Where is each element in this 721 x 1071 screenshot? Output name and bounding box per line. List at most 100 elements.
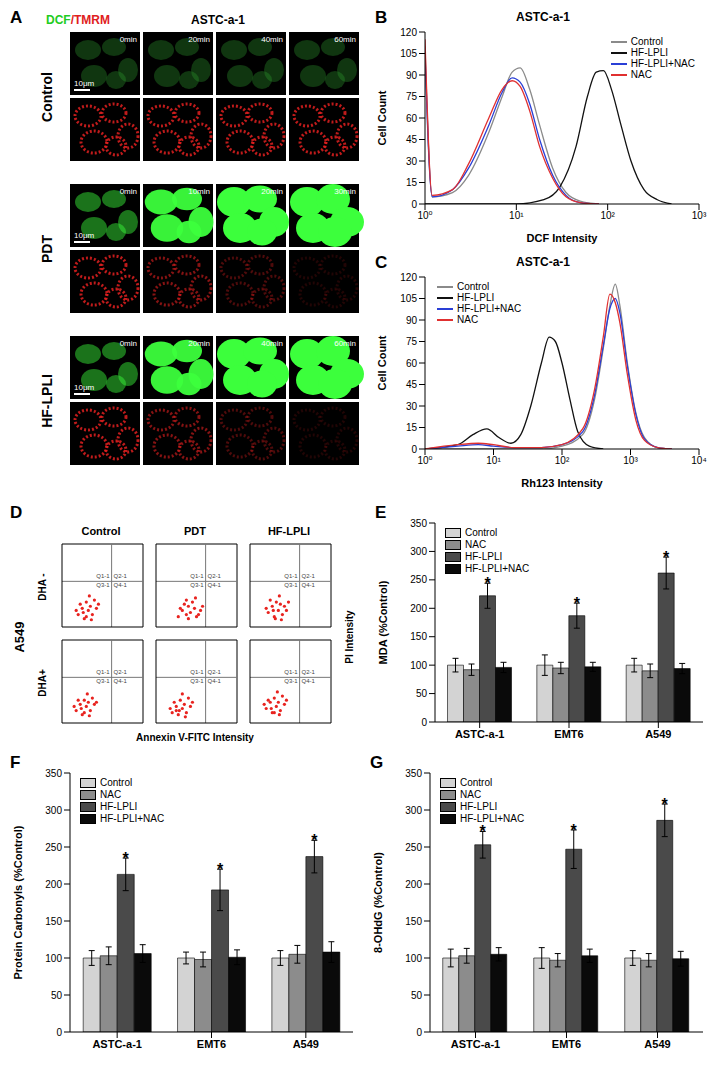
- svg-text:8-OHdG (%Control): 8-OHdG (%Control): [372, 852, 384, 953]
- svg-text:10⁰: 10⁰: [417, 455, 432, 466]
- svg-text:150: 150: [45, 916, 62, 927]
- svg-text:300: 300: [45, 805, 62, 816]
- svg-text:0: 0: [411, 444, 417, 455]
- svg-text:EMT6: EMT6: [552, 1038, 581, 1050]
- svg-text:45: 45: [406, 134, 418, 145]
- svg-text:DCF/TMRM: DCF/TMRM: [46, 13, 110, 27]
- svg-text:0: 0: [416, 1027, 422, 1038]
- svg-text:Protein Carbonyls (%Control): Protein Carbonyls (%Control): [12, 825, 24, 979]
- svg-text:10³: 10³: [623, 455, 638, 466]
- svg-text:PDT: PDT: [184, 525, 206, 537]
- svg-text:150: 150: [410, 631, 427, 642]
- svg-text:EMT6: EMT6: [554, 728, 583, 740]
- svg-text:15: 15: [406, 177, 418, 188]
- svg-text:30: 30: [406, 401, 418, 412]
- svg-text:20min: 20min: [261, 187, 283, 196]
- svg-text:105: 105: [400, 293, 417, 304]
- svg-text:250: 250: [410, 574, 427, 585]
- svg-text:*: *: [217, 861, 224, 878]
- svg-text:50: 50: [416, 688, 428, 699]
- svg-text:0min: 0min: [120, 35, 137, 44]
- svg-text:90: 90: [406, 315, 418, 326]
- svg-text:Cell Count: Cell Count: [376, 335, 388, 390]
- svg-text:60: 60: [406, 113, 418, 124]
- svg-text:45: 45: [406, 379, 418, 390]
- svg-text:350: 350: [410, 518, 427, 529]
- svg-text:DHA -: DHA -: [37, 573, 48, 600]
- svg-text:*: *: [663, 549, 670, 566]
- svg-text:0: 0: [56, 1027, 62, 1038]
- svg-text:90: 90: [406, 70, 418, 81]
- svg-text:10⁴: 10⁴: [691, 455, 706, 466]
- svg-text:250: 250: [45, 842, 62, 853]
- svg-text:200: 200: [45, 879, 62, 890]
- svg-text:*: *: [571, 822, 578, 839]
- svg-text:Control: Control: [39, 72, 55, 122]
- svg-text:ASTC-a-1: ASTC-a-1: [455, 728, 505, 740]
- svg-text:Cell Count: Cell Count: [376, 90, 388, 145]
- svg-text:60: 60: [406, 358, 418, 369]
- svg-text:EMT6: EMT6: [197, 1038, 226, 1050]
- svg-text:*: *: [662, 796, 669, 813]
- svg-text:200: 200: [410, 603, 427, 614]
- svg-text:40min: 40min: [261, 339, 283, 348]
- svg-text:MDA (%Control): MDA (%Control): [377, 580, 389, 664]
- svg-text:ASTC-a-1: ASTC-a-1: [92, 1038, 142, 1050]
- svg-text:30min: 30min: [334, 187, 356, 196]
- svg-text:300: 300: [410, 546, 427, 557]
- svg-text:60min: 60min: [334, 35, 356, 44]
- svg-text:350: 350: [45, 768, 62, 779]
- svg-text:10²: 10²: [600, 210, 615, 221]
- svg-text:10⁰: 10⁰: [417, 210, 432, 221]
- svg-text:300: 300: [405, 805, 422, 816]
- svg-text:Annexin V-FITC Intensity: Annexin V-FITC Intensity: [136, 732, 254, 743]
- svg-text:10min: 10min: [188, 187, 210, 196]
- svg-text:0: 0: [411, 199, 417, 210]
- svg-text:10μm: 10μm: [74, 79, 95, 88]
- svg-text:*: *: [574, 595, 581, 612]
- svg-text:10³: 10³: [692, 210, 707, 221]
- svg-text:10¹: 10¹: [509, 210, 524, 221]
- svg-text:*: *: [480, 823, 487, 840]
- svg-text:ASTC-a-1: ASTC-a-1: [191, 13, 245, 27]
- svg-text:A549: A549: [12, 621, 27, 652]
- svg-text:105: 105: [400, 48, 417, 59]
- svg-text:Rh123 Intensity: Rh123 Intensity: [521, 477, 603, 489]
- svg-text:75: 75: [406, 91, 418, 102]
- svg-text:ASTC-a-1: ASTC-a-1: [451, 1038, 501, 1050]
- svg-text:DHA+: DHA+: [37, 669, 48, 697]
- svg-text:100: 100: [410, 660, 427, 671]
- svg-text:10μm: 10μm: [74, 231, 95, 240]
- svg-text:HF-LPLI: HF-LPLI: [268, 525, 310, 537]
- svg-text:50: 50: [411, 990, 423, 1001]
- svg-text:DCF Intensity: DCF Intensity: [527, 232, 599, 244]
- svg-text:A549: A549: [293, 1038, 319, 1050]
- svg-text:0min: 0min: [120, 339, 137, 348]
- svg-text:30: 30: [406, 156, 418, 167]
- svg-text:40min: 40min: [261, 35, 283, 44]
- svg-text:75: 75: [406, 336, 418, 347]
- svg-text:10μm: 10μm: [74, 383, 95, 392]
- svg-text:100: 100: [45, 953, 62, 964]
- svg-text:100: 100: [405, 953, 422, 964]
- svg-text:A549: A549: [644, 1038, 670, 1050]
- svg-text:*: *: [123, 850, 130, 867]
- svg-text:*: *: [484, 575, 491, 592]
- svg-text:*: *: [311, 832, 318, 849]
- svg-text:350: 350: [405, 768, 422, 779]
- svg-text:120: 120: [400, 27, 417, 38]
- svg-text:20min: 20min: [188, 339, 210, 348]
- svg-text:PDT: PDT: [39, 235, 55, 263]
- svg-text:50: 50: [51, 990, 63, 1001]
- svg-text:20min: 20min: [188, 35, 210, 44]
- svg-text:15: 15: [406, 422, 418, 433]
- svg-text:250: 250: [405, 842, 422, 853]
- svg-text:A549: A549: [645, 728, 671, 740]
- svg-text:PI Intensity: PI Intensity: [344, 610, 355, 664]
- svg-text:60min: 60min: [334, 339, 356, 348]
- svg-text:120: 120: [400, 272, 417, 283]
- svg-text:10¹: 10¹: [486, 455, 501, 466]
- svg-text:HF-LPLI: HF-LPLI: [39, 374, 55, 428]
- svg-text:150: 150: [405, 916, 422, 927]
- svg-text:200: 200: [405, 879, 422, 890]
